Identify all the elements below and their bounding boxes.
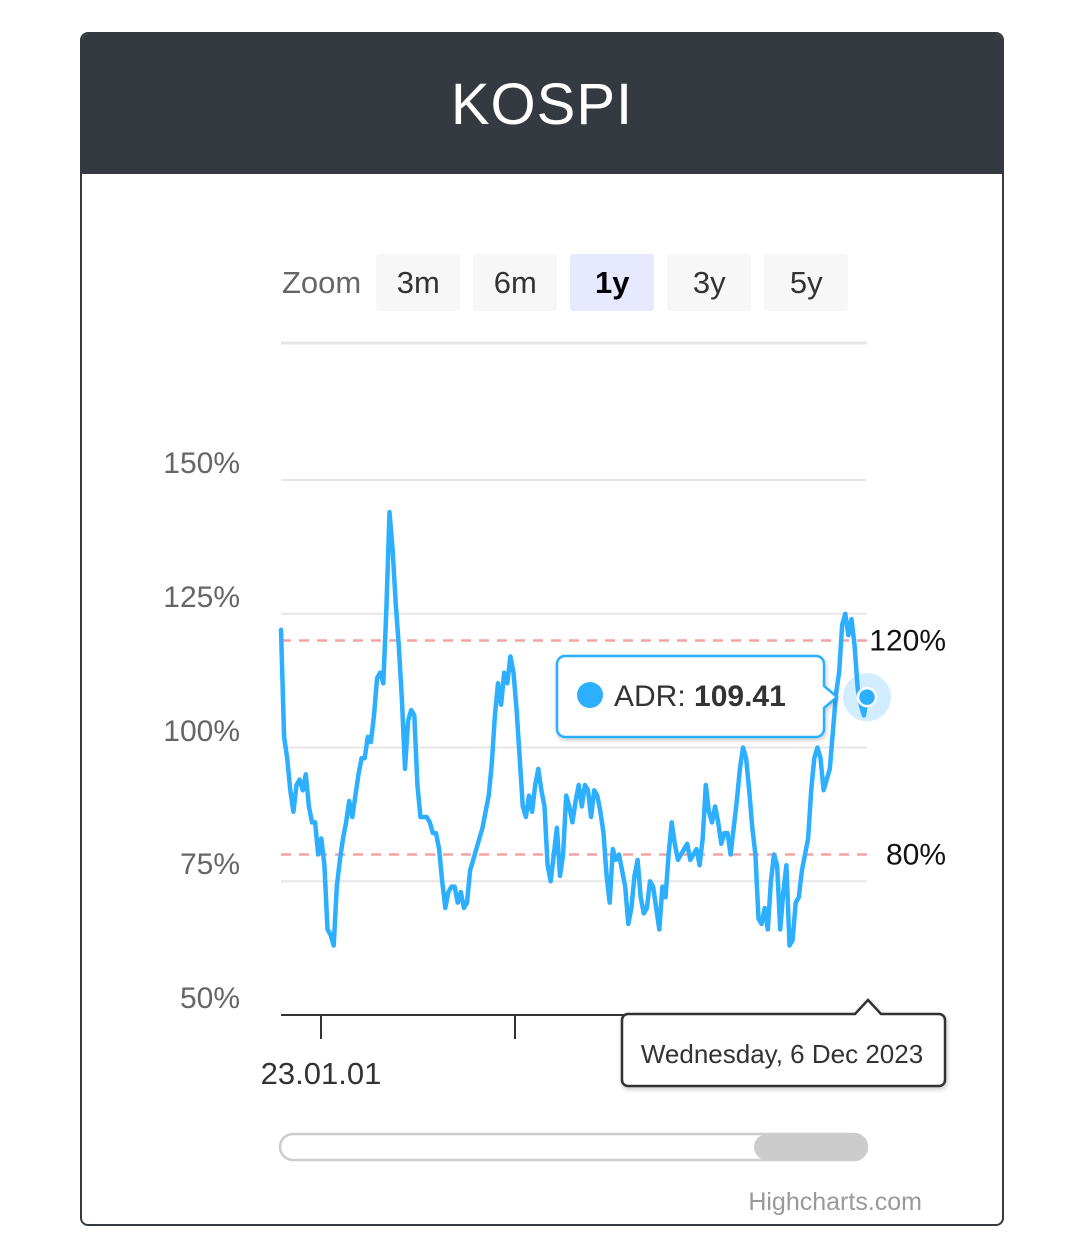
y-tick-label-100: 100%	[163, 715, 240, 748]
range-selector: Zoom 3m 6m 1y 3y 5y	[282, 254, 849, 311]
threshold-label-80: 80%	[886, 839, 946, 872]
zoom-label: Zoom	[282, 264, 362, 300]
hover-dot	[856, 686, 878, 708]
scrollbar-thumb[interactable]	[754, 1134, 867, 1160]
tooltip-series-name: ADR	[614, 680, 677, 713]
zoom-button-1y[interactable]: 1y	[570, 254, 655, 311]
y-tick-label-50: 50%	[180, 982, 240, 1015]
hover-point-marker	[843, 673, 891, 722]
tooltip-value: 109.41	[694, 680, 786, 713]
tooltip-series-bullet	[577, 682, 603, 708]
zoom-button-3y[interactable]: 3y	[667, 254, 752, 311]
y-tick-label-125: 125%	[163, 581, 240, 614]
zoom-button-5y[interactable]: 5y	[764, 254, 849, 311]
threshold-lines: 120% 80%	[281, 625, 946, 872]
date-tooltip-text: Wednesday, 6 Dec 2023	[641, 1039, 923, 1069]
tooltip-separator: :	[677, 680, 694, 713]
navigator-scrollbar[interactable]	[278, 1132, 869, 1162]
chart-title: KOSPI	[82, 34, 1002, 174]
y-axis: 50% 75% 100% 125% 150%	[163, 447, 240, 1015]
tooltip-box	[555, 654, 839, 739]
zoom-button-3m[interactable]: 3m	[376, 254, 461, 311]
y-tick-label-75: 75%	[180, 848, 240, 881]
tooltip-text: ADR: 109.41	[614, 680, 786, 713]
x-tick-label-23-01-01: 23.01.01	[261, 1056, 382, 1091]
date-tooltip-box	[620, 998, 947, 1088]
tooltip: ADR: 109.41	[555, 654, 839, 739]
zoom-button-6m[interactable]: 6m	[473, 254, 558, 311]
threshold-label-120: 120%	[869, 625, 946, 658]
y-tick-label-150: 150%	[163, 447, 240, 480]
date-tooltip: Wednesday, 6 Dec 2023	[620, 998, 947, 1088]
credits-link[interactable]: Highcharts.com	[748, 1188, 922, 1216]
series-line-adr[interactable]	[278, 509, 870, 948]
